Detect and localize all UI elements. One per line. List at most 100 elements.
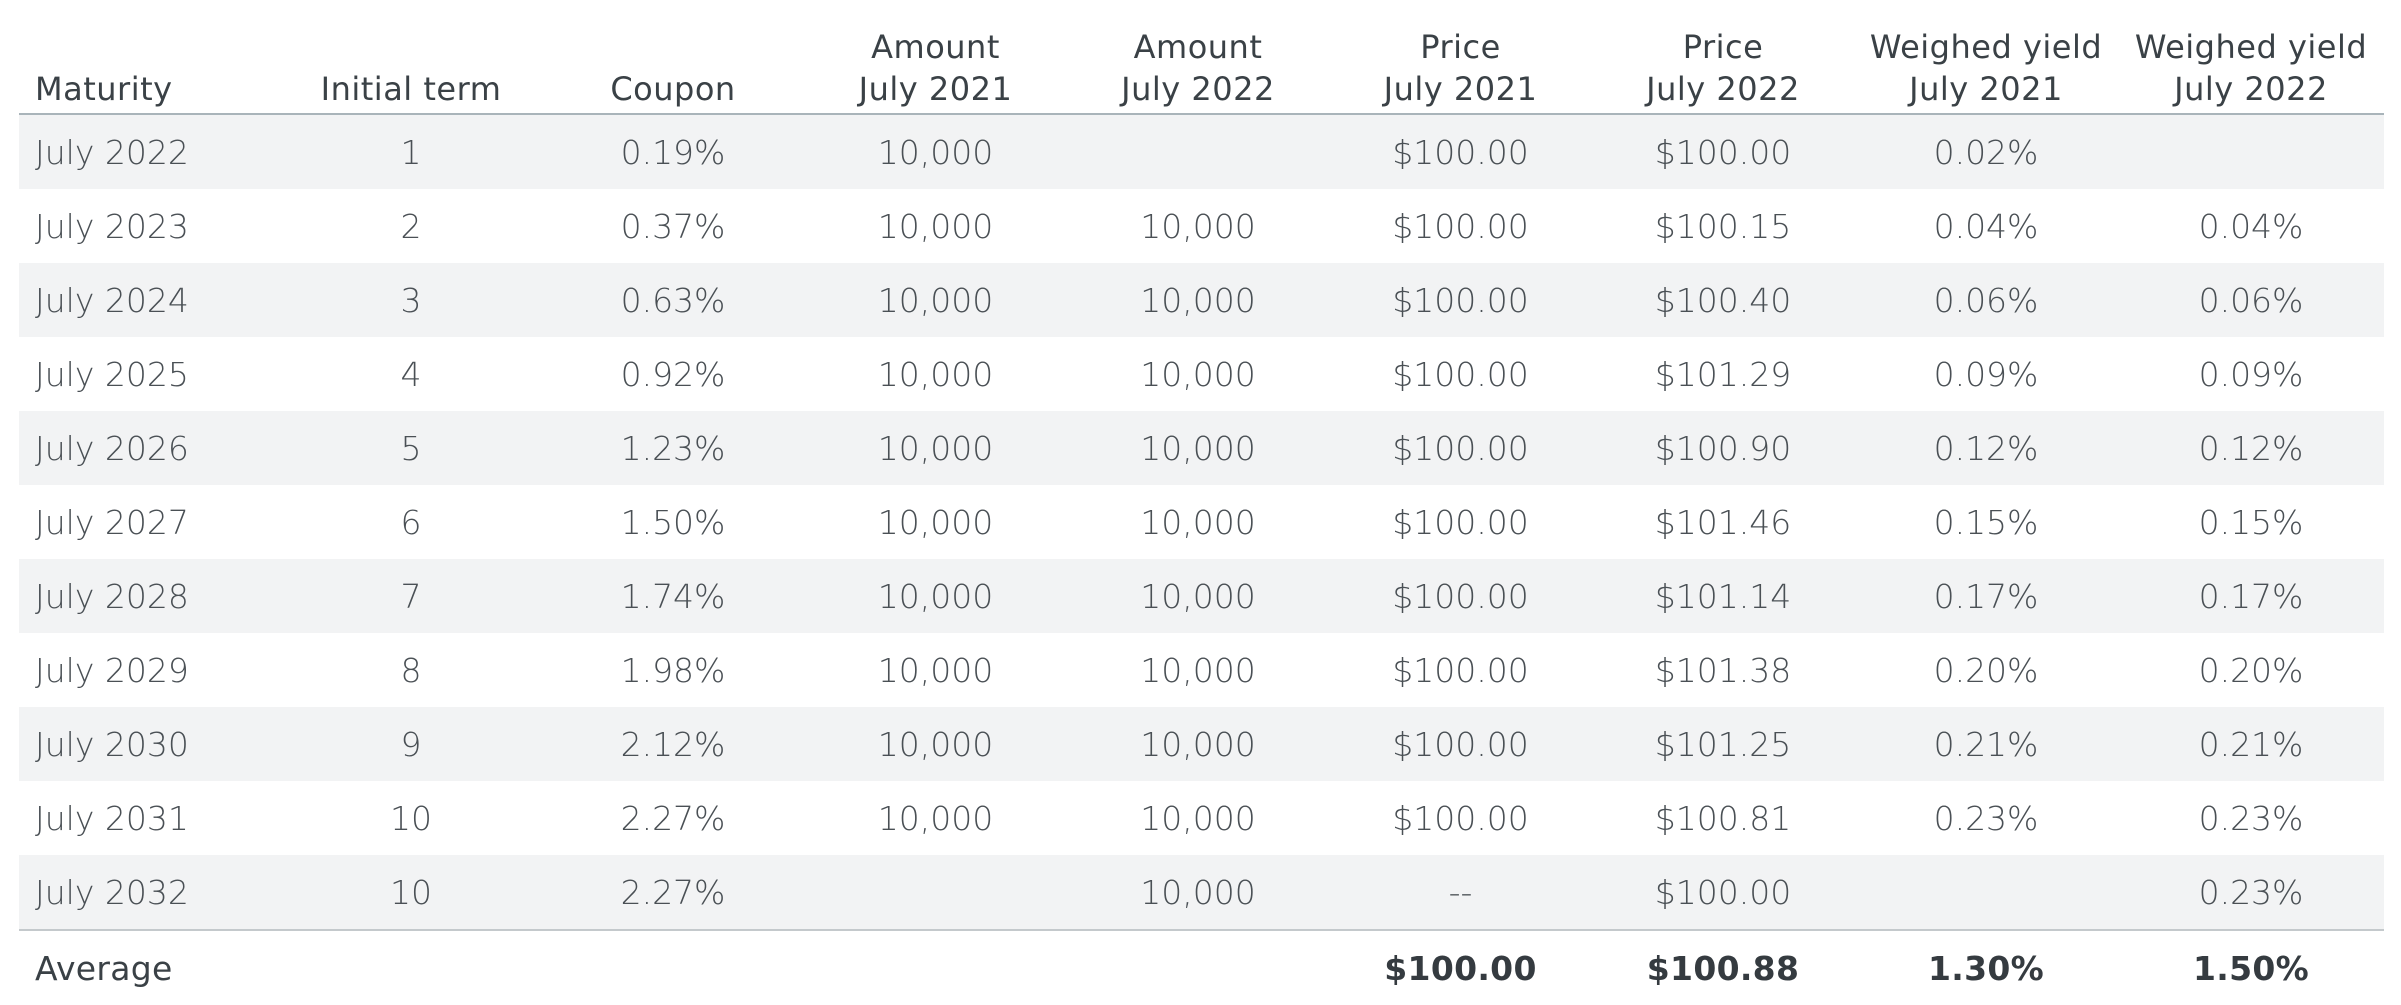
cell-initial-term: 10 [280,781,542,855]
header-row: Maturity Initial term Coupon Amount July 202… [19,14,2384,115]
cell-maturity: July 2031 [19,781,280,855]
cell-weighed-yield-july-2021: 0.06% [1854,263,2118,337]
cell-amount-july-2022: 10,000 [1067,485,1329,559]
cell-amount-july-2021: 10,000 [804,707,1067,781]
cell-price-july-2022: $101.46 [1592,485,1854,559]
column-header-amount-july-2022: Amount July 2022 [1067,14,1329,115]
cell-coupon: 1.50% [542,485,804,559]
cell-price-july-2021: $100.00 [1329,189,1592,263]
cell-weighed-yield-july-2022: 0.15% [2118,485,2384,559]
column-header-text: Weighed yield [2134,28,2368,66]
cell-amount-july-2021: 10,000 [804,781,1067,855]
column-header-text: July 2022 [1121,70,1275,108]
cell-amount-july-2022: 10,000 [1067,781,1329,855]
column-header-weighed-yield-july-2022: Weighed yield July 2022 [2118,14,2384,115]
cell-price-july-2021: $100.00 [1329,781,1592,855]
cell-weighed-yield-july-2022: 0.23% [2118,855,2384,930]
column-header-text: July 2021 [1909,70,2063,108]
table-row: July 2027 6 1.50% 10,000 10,000 $100.00 $101.4… [19,485,2384,559]
bond-table-container: Maturity Initial term Coupon Amount July 202… [19,14,2384,1005]
cell-price-july-2022: $100.81 [1592,781,1854,855]
average-price-july-2022: $100.88 [1592,929,1854,1005]
average-coupon [542,929,804,1005]
average-maturity: Average [19,929,280,1005]
cell-amount-july-2021: 10,000 [804,633,1067,707]
cell-maturity: July 2028 [19,559,280,633]
cell-price-july-2021: -- [1329,855,1592,930]
column-header-text: Amount [1133,28,1263,66]
table-row: July 2026 5 1.23% 10,000 10,000 $100.00 $100.9… [19,411,2384,485]
table-row: July 2022 1 0.19% 10,000 $100.00 $100.00 0.02% [19,114,2384,189]
cell-coupon: 2.27% [542,855,804,930]
cell-coupon: 1.74% [542,559,804,633]
cell-price-july-2021: $100.00 [1329,707,1592,781]
cell-weighed-yield-july-2021 [1854,855,2118,930]
column-header-text: July 2022 [2174,70,2328,108]
cell-weighed-yield-july-2021: 0.09% [1854,337,2118,411]
cell-weighed-yield-july-2022: 0.23% [2118,781,2384,855]
cell-coupon: 0.92% [542,337,804,411]
cell-weighed-yield-july-2022: 0.06% [2118,263,2384,337]
cell-initial-term: 4 [280,337,542,411]
cell-price-july-2022: $100.00 [1592,114,1854,189]
column-header-text: July 2022 [1646,70,1800,108]
cell-price-july-2022: $100.15 [1592,189,1854,263]
cell-price-july-2021: $100.00 [1329,633,1592,707]
cell-maturity: July 2025 [19,337,280,411]
column-header-weighed-yield-july-2021: Weighed yield July 2021 [1854,14,2118,115]
cell-initial-term: 6 [280,485,542,559]
cell-coupon: 2.12% [542,707,804,781]
cell-amount-july-2021 [804,855,1067,930]
cell-amount-july-2022: 10,000 [1067,707,1329,781]
cell-initial-term: 1 [280,114,542,189]
column-header-price-july-2022: Price July 2022 [1592,14,1854,115]
cell-amount-july-2021: 10,000 [804,337,1067,411]
cell-maturity: July 2026 [19,411,280,485]
table-row: July 2029 8 1.98% 10,000 10,000 $100.00 $101.3… [19,633,2384,707]
table-row: July 2024 3 0.63% 10,000 10,000 $100.00 $100.4… [19,263,2384,337]
cell-weighed-yield-july-2021: 0.23% [1854,781,2118,855]
cell-price-july-2022: $100.00 [1592,855,1854,930]
table-row: July 2031 10 2.27% 10,000 10,000 $100.00 $100.… [19,781,2384,855]
cell-weighed-yield-july-2022: 0.20% [2118,633,2384,707]
table-body: July 2022 1 0.19% 10,000 $100.00 $100.00 0.02%… [19,114,2384,930]
table-row: July 2032 10 2.27% 10,000 -- $100.00 0.23% [19,855,2384,930]
bond-maturity-table: Maturity Initial term Coupon Amount July 202… [19,14,2384,1005]
average-amount-july-2022 [1067,929,1329,1005]
cell-price-july-2022: $101.38 [1592,633,1854,707]
cell-weighed-yield-july-2022: 0.17% [2118,559,2384,633]
cell-price-july-2021: $100.00 [1329,485,1592,559]
column-header-amount-july-2021: Amount July 2021 [804,14,1067,115]
cell-maturity: July 2027 [19,485,280,559]
cell-initial-term: 9 [280,707,542,781]
cell-weighed-yield-july-2022: 0.04% [2118,189,2384,263]
cell-weighed-yield-july-2021: 0.12% [1854,411,2118,485]
cell-amount-july-2021: 10,000 [804,485,1067,559]
column-header-initial-term: Initial term [280,14,542,115]
cell-price-july-2022: $101.14 [1592,559,1854,633]
cell-amount-july-2021: 10,000 [804,114,1067,189]
cell-initial-term: 10 [280,855,542,930]
cell-weighed-yield-july-2022: 0.09% [2118,337,2384,411]
cell-amount-july-2022 [1067,114,1329,189]
cell-coupon: 0.63% [542,263,804,337]
cell-amount-july-2021: 10,000 [804,263,1067,337]
table-header: Maturity Initial term Coupon Amount July 202… [19,14,2384,115]
cell-weighed-yield-july-2022: 0.21% [2118,707,2384,781]
column-header-maturity: Maturity [19,14,280,115]
column-header-price-july-2021: Price July 2021 [1329,14,1592,115]
table-footer: Average $100.00 $100.88 1.30% 1.50% [19,929,2384,1005]
cell-weighed-yield-july-2021: 0.21% [1854,707,2118,781]
column-header-text: July 2021 [1383,70,1538,108]
cell-weighed-yield-july-2021: 0.02% [1854,114,2118,189]
cell-amount-july-2021: 10,000 [804,189,1067,263]
column-header-coupon: Coupon [542,14,804,115]
cell-initial-term: 2 [280,189,542,263]
cell-maturity: July 2032 [19,855,280,930]
cell-maturity: July 2022 [19,114,280,189]
cell-coupon: 1.23% [542,411,804,485]
cell-initial-term: 7 [280,559,542,633]
cell-maturity: July 2030 [19,707,280,781]
cell-maturity: July 2023 [19,189,280,263]
cell-price-july-2022: $100.40 [1592,263,1854,337]
